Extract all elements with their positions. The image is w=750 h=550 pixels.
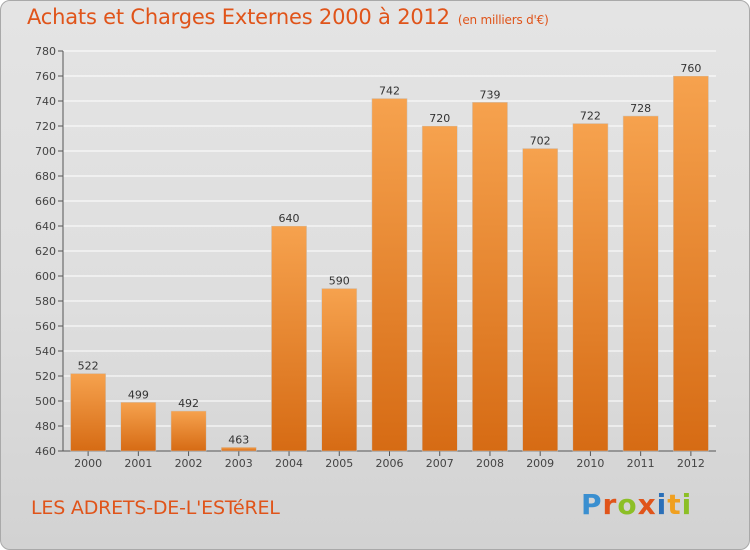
x-tick-label: 2008	[476, 457, 504, 470]
chart-title: Achats et Charges Externes 2000 à 2012 (e…	[27, 5, 549, 29]
x-tick-label: 2000	[74, 457, 102, 470]
town-name: LES ADRETS-DE-L'ESTéREL	[31, 497, 280, 519]
x-tick-label: 2011	[627, 457, 655, 470]
x-tick-label: 2004	[275, 457, 303, 470]
data-label-2006: 742	[379, 85, 400, 98]
bar-2002	[170, 410, 207, 452]
data-label-2004: 640	[279, 212, 300, 225]
bar-2007	[421, 125, 458, 452]
logo-letter: o	[617, 488, 638, 521]
x-tick-label: 2012	[677, 457, 705, 470]
y-tick-label: 540	[35, 345, 56, 358]
y-tick-label: 680	[35, 170, 56, 183]
bar-2009	[522, 148, 559, 452]
bar-2011	[622, 115, 659, 452]
data-label-2001: 499	[128, 388, 149, 401]
x-tick-label: 2003	[225, 457, 253, 470]
bar-2005	[321, 288, 358, 452]
data-label-2012: 760	[680, 62, 701, 75]
y-tick-label: 500	[35, 395, 56, 408]
logo-letter: i	[656, 488, 668, 521]
chart-title-text: Achats et Charges Externes 2000 à 2012	[27, 5, 450, 29]
bar-2001	[120, 402, 157, 452]
y-tick-label: 780	[35, 45, 56, 58]
bar-2006	[371, 98, 408, 452]
y-tick-label: 480	[35, 420, 56, 433]
y-tick-label: 600	[35, 270, 56, 283]
y-tick-label: 640	[35, 220, 56, 233]
y-tick-label: 720	[35, 120, 56, 133]
data-label-2000: 522	[78, 360, 99, 373]
data-labels: 522 499 492 463 640 590 742 720 739 702 722 728 760	[78, 62, 702, 446]
proxiti-logo: Proxiti	[581, 488, 692, 521]
chart-subtitle: (en milliers d'€)	[457, 13, 549, 27]
data-label-2009: 702	[530, 135, 551, 148]
x-tick-label: 2007	[426, 457, 454, 470]
bar-2008	[472, 102, 508, 452]
bar-2010	[572, 123, 609, 452]
x-tick-label: 2006	[376, 457, 404, 470]
logo-letter: t	[667, 488, 682, 521]
logo-letter: r	[602, 488, 618, 521]
bar-2003	[220, 447, 257, 452]
x-tick-label: 2005	[325, 457, 353, 470]
y-tick-label: 460	[35, 445, 56, 458]
data-label-2010: 722	[580, 110, 601, 123]
y-tick-label: 620	[35, 245, 56, 258]
bar-2000	[70, 373, 106, 452]
data-label-2008: 739	[479, 88, 500, 101]
y-tick-label: 520	[35, 370, 56, 383]
logo-letter: P	[581, 488, 603, 521]
x-tick-label: 2002	[175, 457, 203, 470]
bar-2012	[673, 75, 709, 452]
data-label-2002: 492	[178, 397, 199, 410]
data-label-2005: 590	[329, 275, 350, 288]
data-label-2007: 720	[429, 112, 450, 125]
data-label-2011: 728	[630, 102, 651, 115]
x-tick-label: 2001	[124, 457, 152, 470]
y-tick-label: 740	[35, 95, 56, 108]
y-tick-label: 580	[35, 295, 56, 308]
logo-letter: x	[637, 488, 657, 521]
y-tick-label: 760	[35, 70, 56, 83]
y-tick-label: 700	[35, 145, 56, 158]
y-tick-label: 560	[35, 320, 56, 333]
x-tick-label: 2009	[526, 457, 554, 470]
data-label-2003: 463	[228, 433, 249, 446]
logo-letter: i	[681, 488, 693, 521]
bars	[70, 75, 709, 452]
bar-2004	[271, 225, 307, 452]
y-tick-label: 660	[35, 195, 56, 208]
x-tick-label: 2010	[576, 457, 604, 470]
